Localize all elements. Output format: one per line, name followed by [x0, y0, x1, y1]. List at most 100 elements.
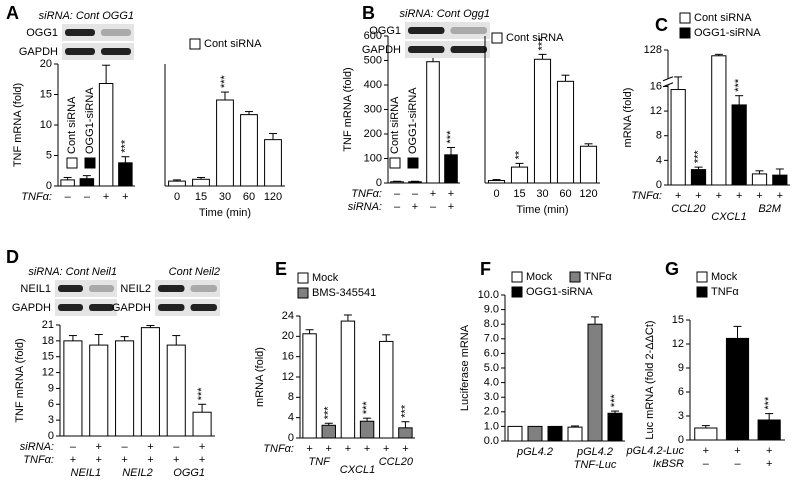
- significance: **: [513, 150, 525, 159]
- blot-header: siRNA: Cont OGG1: [39, 10, 134, 22]
- legend-swatch: [696, 271, 708, 283]
- bar: [398, 427, 413, 439]
- significance: ***: [763, 396, 775, 410]
- bar: [79, 178, 95, 187]
- legend: Cont siRNA: [189, 38, 262, 50]
- y-tick-label: 20: [282, 330, 294, 342]
- y-tick-label: 9: [48, 382, 54, 394]
- category-label: 15: [513, 188, 525, 200]
- row-mark: +: [777, 190, 783, 202]
- y-tick-label: 9.0: [484, 304, 499, 316]
- y-tick-label: 0: [48, 430, 54, 442]
- significance: ***: [609, 394, 621, 408]
- blot-strip: [155, 280, 220, 297]
- legend-swatch: [511, 271, 523, 283]
- legend-swatch: [679, 27, 691, 39]
- bar: [579, 145, 598, 184]
- bar: [711, 55, 727, 186]
- row-mark: –: [394, 188, 401, 200]
- row-label: siRNA:: [348, 201, 382, 213]
- bar: [302, 333, 317, 439]
- y-tick-label: 100: [364, 152, 382, 164]
- legend-swatch: [297, 287, 309, 299]
- row-mark: +: [675, 190, 681, 202]
- legend-label: Cont siRNA: [506, 32, 564, 44]
- legend-label: OGG1-siRNA: [84, 87, 96, 154]
- y-tick-label: 0: [678, 434, 684, 446]
- row-mark: –: [430, 201, 437, 213]
- y-tick-label: 300: [364, 103, 382, 115]
- y-tick-label: 12: [42, 366, 54, 378]
- blot-strip: [155, 299, 220, 316]
- bar: [751, 173, 768, 186]
- legend-swatch: [84, 157, 96, 169]
- blot-band: [408, 27, 445, 34]
- panel-letter: B: [362, 3, 375, 23]
- blot-label: NEIL1: [20, 283, 51, 295]
- blot-strip: [62, 24, 134, 41]
- blot-strip: [62, 43, 134, 60]
- y-tick-label: 3: [48, 414, 54, 426]
- significance: ***: [361, 401, 373, 415]
- category-label: OGG1: [173, 467, 205, 479]
- row-mark: +: [448, 188, 454, 200]
- bar: [115, 340, 135, 437]
- y-tick-label: 16: [282, 351, 294, 363]
- legend-swatch: [389, 157, 401, 169]
- blot-label: GAPDH: [12, 302, 51, 314]
- y-tick-label: 0: [288, 432, 294, 444]
- bar: [507, 425, 523, 442]
- bar: [340, 320, 356, 439]
- blot-band: [158, 285, 185, 292]
- row-mark: +: [756, 190, 762, 202]
- panel-letter: D: [6, 247, 19, 267]
- legend-label: Mock: [526, 271, 553, 283]
- y-tick-label: 6.0: [484, 347, 499, 359]
- row-mark: +: [147, 454, 153, 466]
- legend-swatch: [407, 157, 419, 169]
- category-label: B2M: [758, 203, 781, 215]
- legend-label: BMS-345541: [312, 287, 376, 299]
- bar: [379, 340, 394, 439]
- category-label: 0: [493, 188, 499, 200]
- legend-swatch: [297, 272, 309, 284]
- legend-swatch: [491, 32, 503, 44]
- bar: [192, 411, 212, 437]
- category-label: CCL20: [671, 203, 706, 215]
- y-tick-label: 15: [40, 88, 52, 100]
- row-mark: –: [84, 191, 91, 203]
- row-mark: +: [96, 441, 102, 453]
- x-axis-label: Time (min): [516, 204, 568, 216]
- blot-label: GAPDH: [19, 46, 58, 58]
- y-tick-label: 4: [656, 154, 662, 166]
- y-tick-label: 5.0: [484, 362, 499, 374]
- row-label: TNFα:: [263, 443, 294, 455]
- category-label: NEIL1: [71, 467, 102, 479]
- significance: ***: [219, 74, 231, 88]
- bar: [321, 424, 336, 439]
- y-tick-label: 3.0: [484, 391, 499, 403]
- legend-label: OGG1-siRNA: [407, 87, 419, 154]
- y-tick-label: 21: [42, 319, 54, 331]
- row-label: siRNA:: [20, 441, 54, 453]
- y-axis-label: Luciferase mRNA: [459, 324, 471, 411]
- bar: [359, 420, 375, 439]
- row-mark: +: [199, 441, 205, 453]
- blot-label: OGG1: [369, 25, 401, 37]
- y-tick-label: 15: [672, 314, 684, 326]
- bar: [556, 80, 575, 184]
- bar: [60, 179, 75, 187]
- row-mark: +: [716, 190, 722, 202]
- bar: [694, 427, 718, 441]
- significance: ***: [445, 130, 457, 144]
- blot-band: [65, 29, 95, 36]
- category-label: 0: [174, 191, 180, 203]
- legend: Mock BMS-345541: [297, 272, 376, 299]
- legend: Mock TNFα: [696, 271, 739, 298]
- bar: [98, 83, 114, 187]
- legend-label: Cont siRNA: [204, 38, 262, 50]
- y-tick-label: 128: [644, 44, 662, 56]
- row-mark: +: [448, 201, 454, 213]
- panel-letter: F: [480, 259, 491, 279]
